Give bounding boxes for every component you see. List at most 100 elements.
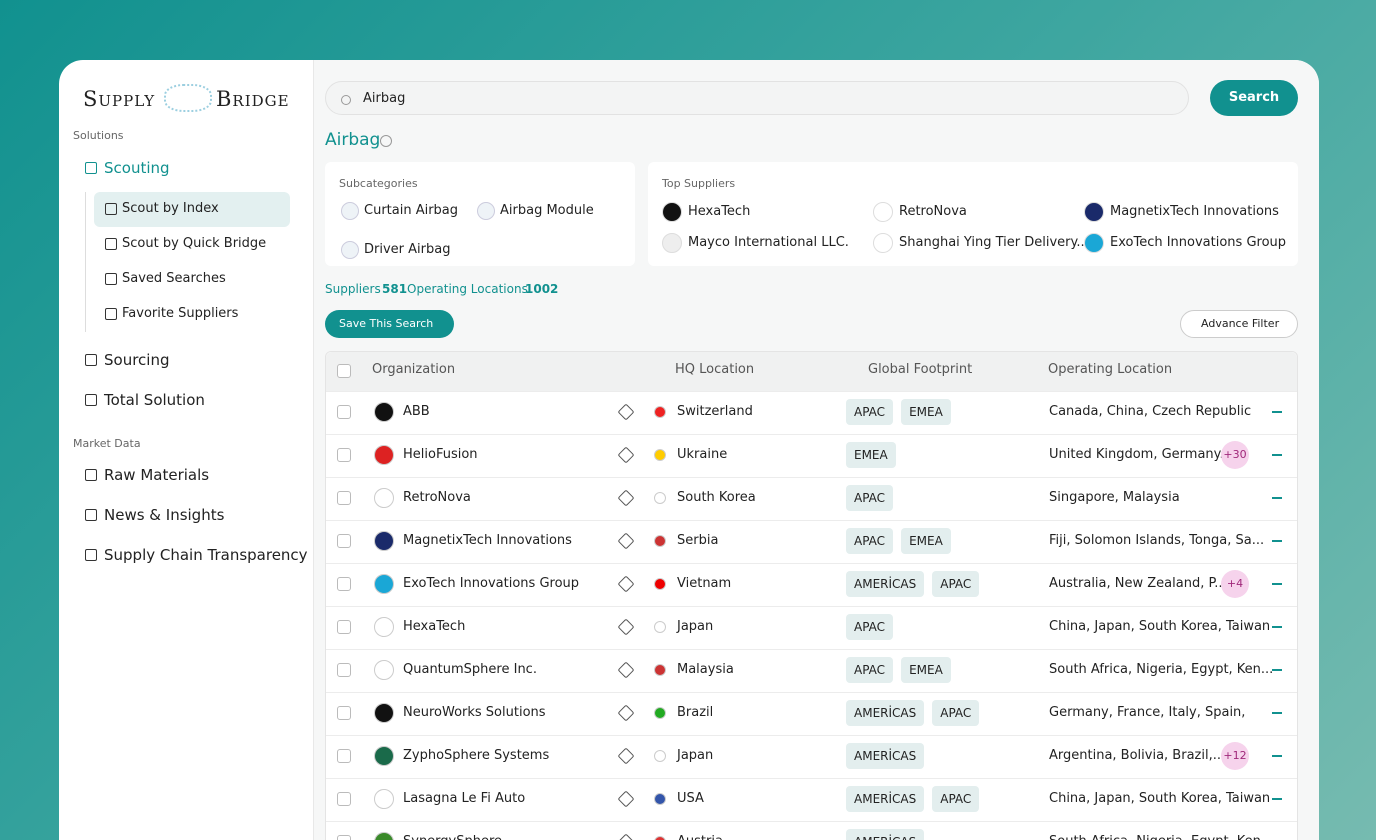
footprint-tags: AMERİCAS <box>846 829 925 840</box>
nav-icon <box>105 203 117 215</box>
top-supplier[interactable]: MagnetixTech Innovations <box>1110 204 1279 219</box>
footprint-tag: EMEA <box>901 657 951 683</box>
checkbox[interactable] <box>337 620 351 634</box>
checkbox[interactable] <box>337 706 351 720</box>
org-name[interactable]: QuantumSphere Inc. <box>403 662 537 677</box>
search-button[interactable]: Search <box>1210 80 1298 116</box>
operating-location: Singapore, Malaysia <box>1049 490 1180 505</box>
org-logo <box>374 703 394 723</box>
checkbox[interactable] <box>337 663 351 677</box>
subcategory[interactable]: Curtain Airbag <box>364 203 459 218</box>
org-name[interactable]: ABB <box>403 404 430 419</box>
org-name[interactable]: NeuroWorks Solutions <box>403 705 546 720</box>
checkbox[interactable] <box>337 405 351 419</box>
operating-location: South Africa, Nigeria, Egypt, Ken... <box>1049 662 1274 677</box>
top-supplier[interactable]: HexaTech <box>688 204 751 219</box>
operating-location: Fiji, Solomon Islands, Tonga, Sa... <box>1049 533 1265 548</box>
hq-location: Japan <box>677 619 714 634</box>
advance-filter-button[interactable]: Advance Filter <box>1180 310 1298 338</box>
checkbox[interactable] <box>337 577 351 591</box>
checkbox[interactable] <box>337 835 351 840</box>
org-name[interactable]: HexaTech <box>403 619 466 634</box>
operating-location: Argentina, Bolivia, Brazil,... <box>1049 748 1226 763</box>
checkbox[interactable] <box>337 792 351 806</box>
org-name[interactable]: HelioFusion <box>403 447 478 462</box>
nav-subitem[interactable]: Saved Searches <box>122 271 226 286</box>
logo-text-1: Supply <box>83 87 156 111</box>
more-badge[interactable]: +4 <box>1221 570 1249 598</box>
more-badge[interactable]: +30 <box>1221 441 1249 469</box>
top-supplier[interactable]: Mayco International LLC. <box>688 235 849 250</box>
table-row-divider <box>326 563 1297 564</box>
nav-icon <box>85 469 97 481</box>
checkbox[interactable] <box>337 749 351 763</box>
footprint-tag: APAC <box>846 528 894 554</box>
row-arrow[interactable] <box>1272 540 1282 542</box>
row-arrow[interactable] <box>1272 798 1282 800</box>
org-name[interactable]: Lasagna Le Fi Auto <box>403 791 526 806</box>
nav-item[interactable]: News & Insights <box>104 506 225 524</box>
column-header[interactable]: HQ Location <box>675 362 755 377</box>
subcategory[interactable]: Airbag Module <box>500 203 594 218</box>
row-arrow[interactable] <box>1272 626 1282 628</box>
row-arrow[interactable] <box>1272 712 1282 714</box>
checkbox[interactable] <box>337 491 351 505</box>
org-logo <box>374 531 394 551</box>
org-logo <box>374 488 394 508</box>
nav-subitem[interactable]: Scout by Index <box>122 201 219 216</box>
footprint-tag: AMERİCAS <box>846 571 925 597</box>
table-row-divider <box>326 692 1297 693</box>
subcategory[interactable]: Driver Airbag <box>364 242 451 257</box>
column-header[interactable]: Organization <box>372 362 456 377</box>
nav-icon <box>85 162 97 174</box>
org-name[interactable]: RetroNova <box>403 490 471 505</box>
save-search-button[interactable]: Save This Search <box>325 310 454 338</box>
nav-icon <box>85 549 97 561</box>
top-supplier[interactable]: Shanghai Ying Tier Delivery... <box>899 235 1089 250</box>
footprint-tag: APAC <box>846 485 894 511</box>
nav-item[interactable]: Scouting <box>104 159 170 177</box>
org-name[interactable]: ZyphoSphere Systems <box>403 748 550 763</box>
org-logo <box>374 660 394 680</box>
stat-value: 1002 <box>525 282 559 296</box>
nav-active-bg <box>94 192 290 227</box>
checkbox[interactable] <box>337 534 351 548</box>
org-name[interactable]: SynergySphere <box>403 833 502 840</box>
search-input[interactable] <box>325 81 1189 115</box>
flag <box>654 707 666 719</box>
nav-item[interactable]: Raw Materials <box>104 466 210 484</box>
more-badge[interactable]: +12 <box>1221 742 1249 770</box>
footprint-tag: APAC <box>932 571 980 597</box>
footprint-tags: APAC EMEA <box>846 657 951 683</box>
row-arrow[interactable] <box>1272 755 1282 757</box>
top-suppliers-card <box>648 162 1298 266</box>
supplier-logo <box>873 233 893 253</box>
table <box>325 351 1298 840</box>
nav-icon <box>105 308 117 320</box>
operating-location: China, Japan, South Korea, Taiwan <box>1049 619 1271 634</box>
checkbox[interactable] <box>337 364 351 378</box>
top-supplier[interactable]: ExoTech Innovations Group <box>1110 235 1287 250</box>
table-row-divider <box>326 434 1297 435</box>
row-arrow[interactable] <box>1272 669 1282 671</box>
org-name[interactable]: MagnetixTech Innovations <box>403 533 572 548</box>
nav-item[interactable]: Supply Chain Transparency <box>104 546 308 564</box>
row-arrow[interactable] <box>1272 411 1282 413</box>
row-arrow[interactable] <box>1272 497 1282 499</box>
subcategory-icon <box>477 202 495 220</box>
supplier-logo <box>1084 233 1104 253</box>
nav-subitem[interactable]: Favorite Suppliers <box>122 306 239 321</box>
nav-item[interactable]: Sourcing <box>104 351 170 369</box>
row-arrow[interactable] <box>1272 454 1282 456</box>
nav-subitem[interactable]: Scout by Quick Bridge <box>122 236 267 251</box>
top-supplier[interactable]: RetroNova <box>899 204 967 219</box>
footprint-tag: APAC <box>932 700 980 726</box>
stat-label: Operating Locations <box>407 282 528 296</box>
org-name[interactable]: ExoTech Innovations Group <box>403 576 580 591</box>
checkbox[interactable] <box>337 448 351 462</box>
row-arrow[interactable] <box>1272 583 1282 585</box>
nav-item[interactable]: Total Solution <box>104 391 205 409</box>
org-logo <box>374 746 394 766</box>
org-logo <box>374 789 394 809</box>
